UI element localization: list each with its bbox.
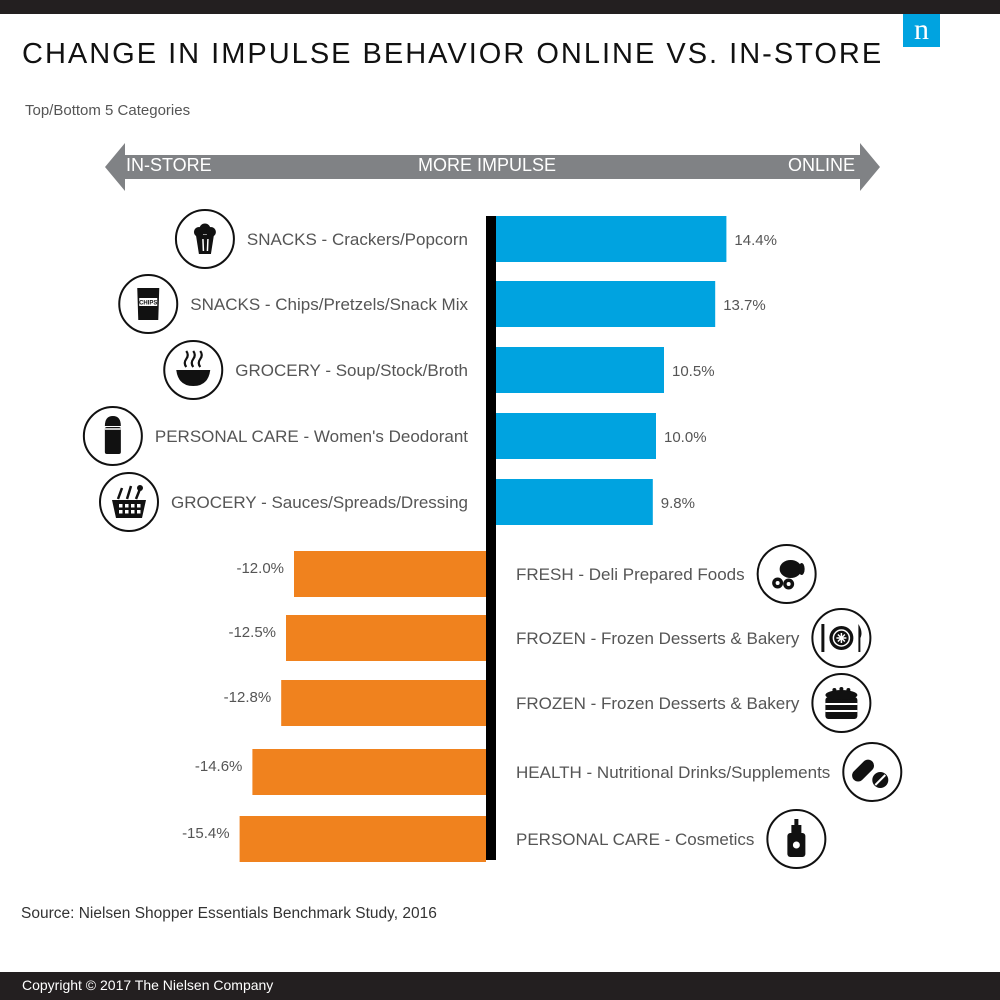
bar-in-store xyxy=(294,551,486,597)
category-label: HEALTH - Nutritional Drinks/Supplements xyxy=(516,763,830,782)
category-label: GROCERY - Sauces/Spreads/Dressing xyxy=(171,493,468,512)
source-note: Source: Nielsen Shopper Essentials Bench… xyxy=(21,905,437,922)
bar-online xyxy=(496,479,653,525)
arrow-label-more-impulse: MORE IMPULSE xyxy=(418,155,557,175)
data-label: 13.7% xyxy=(723,297,766,314)
nielsen-logo: n xyxy=(903,14,940,47)
bar-in-store xyxy=(239,816,486,862)
bar-online xyxy=(496,216,727,262)
plate-utensils-icon xyxy=(811,608,872,668)
layer-cake-icon xyxy=(811,673,872,733)
category-label: FROZEN - Frozen Desserts & Bakery xyxy=(516,629,800,648)
top-bar xyxy=(0,0,1000,14)
category-label: SNACKS - Crackers/Popcorn xyxy=(247,230,468,249)
category-label: FRESH - Deli Prepared Foods xyxy=(516,565,745,584)
page-title: CHANGE IN IMPULSE BEHAVIOR ONLINE VS. IN… xyxy=(22,38,884,70)
bar-in-store xyxy=(281,680,486,726)
pills-icon xyxy=(842,742,903,802)
footer-bar: Copyright © 2017 The Nielsen Company xyxy=(0,972,1000,1000)
category-label: GROCERY - Soup/Stock/Broth xyxy=(235,361,468,380)
data-label: -15.4% xyxy=(182,825,230,842)
data-label: -12.0% xyxy=(236,560,284,577)
soup-bowl-icon xyxy=(163,340,224,400)
arrow-label-online: ONLINE xyxy=(788,155,856,175)
popcorn-icon xyxy=(174,209,235,269)
bar-online xyxy=(496,347,664,393)
data-label: 14.4% xyxy=(734,232,777,249)
chips-bag-icon: CHIPS xyxy=(118,274,179,334)
page-subtitle: Top/Bottom 5 Categories xyxy=(25,102,191,119)
cosmetics-bottle-icon xyxy=(766,809,827,869)
data-label: 9.8% xyxy=(661,495,695,512)
grocery-basket-icon xyxy=(99,472,159,532)
logo-letter: n xyxy=(914,13,929,46)
svg-text:CHIPS: CHIPS xyxy=(139,301,157,307)
center-axis xyxy=(486,216,496,860)
category-label: PERSONAL CARE - Women's Deodorant xyxy=(155,427,468,446)
deli-meat-icon xyxy=(756,544,817,604)
deodorant-icon xyxy=(82,406,143,466)
data-label: -14.6% xyxy=(195,758,243,775)
category-label: FROZEN - Frozen Desserts & Bakery xyxy=(516,694,800,713)
direction-arrow xyxy=(105,143,880,191)
data-label: 10.5% xyxy=(672,363,715,380)
arrow-label-in-store: IN-STORE xyxy=(126,155,212,175)
data-label: -12.8% xyxy=(224,689,272,706)
bar-online xyxy=(496,413,656,459)
impulse-bar-chart: 14.4% SNACKS - Crackers/Popcorn 13.7% SNACK… xyxy=(82,209,903,869)
bar-in-store xyxy=(286,615,486,661)
data-label: 10.0% xyxy=(664,429,707,446)
data-label: -12.5% xyxy=(228,624,276,641)
category-label: PERSONAL CARE - Cosmetics xyxy=(516,830,754,849)
category-label: SNACKS - Chips/Pretzels/Snack Mix xyxy=(190,295,468,314)
bar-in-store xyxy=(252,749,486,795)
bar-online xyxy=(496,281,716,327)
double-arrow-shape xyxy=(105,143,880,191)
copyright-text: Copyright © 2017 The Nielsen Company xyxy=(22,977,274,993)
